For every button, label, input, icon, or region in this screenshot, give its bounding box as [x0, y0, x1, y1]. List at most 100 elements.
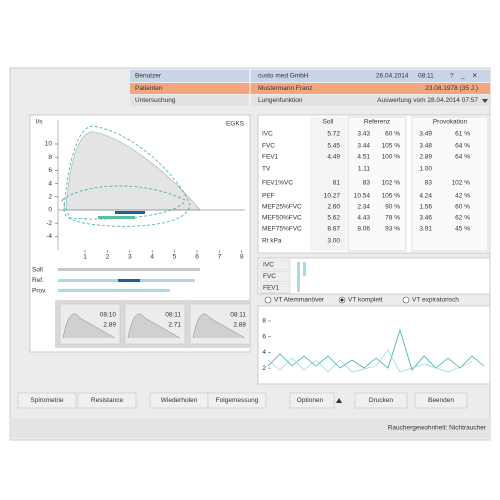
cell-soll: 5.62	[327, 215, 340, 222]
button[interactable]	[289, 392, 335, 409]
cell-ref: 3.43	[357, 131, 370, 138]
cell-prov-pct: 61 %	[455, 131, 470, 138]
y-tick-label: 4	[262, 349, 266, 356]
exam-row	[130, 95, 490, 106]
user-row	[130, 70, 490, 82]
param-name: MEF25%FVC	[262, 204, 302, 211]
ref-bar-seg	[118, 279, 140, 282]
button-label[interactable]: Spirometrie	[30, 397, 64, 404]
cell-soll: 5.45	[327, 143, 340, 150]
cell-prov-pct: 42 %	[455, 193, 470, 200]
row-label: Benutzer	[135, 73, 162, 80]
radio[interactable]	[264, 296, 272, 304]
vc-label: FEV1	[263, 285, 280, 292]
trial-time: 08:10	[100, 312, 117, 319]
row-label: Patienten	[135, 85, 163, 92]
trial-value: 2.88	[233, 322, 246, 329]
dropdown-arrow[interactable]	[482, 99, 488, 103]
window-control[interactable]: ?	[450, 73, 454, 80]
patient-row	[130, 83, 490, 94]
button[interactable]	[207, 392, 267, 409]
vt-curve-2	[267, 349, 473, 373]
cell-prov-pct: 64 %	[455, 143, 470, 150]
trial-curve	[62, 313, 116, 339]
status-text: Rauchergewohnheit: Nichtraucher	[388, 425, 487, 432]
cell-prov: 4.24	[419, 193, 432, 200]
button-label[interactable]: Resistance	[91, 397, 124, 404]
ref-marker	[115, 211, 145, 214]
ref-col	[347, 116, 407, 252]
x-tick-label: 5	[173, 254, 177, 261]
vt-curve	[267, 328, 485, 371]
col-header: Referenz	[364, 119, 390, 126]
y-tick-label: -2	[46, 220, 52, 227]
trial-time: 08:11	[165, 312, 181, 319]
cell-soll: 3.00	[327, 238, 340, 245]
x-tick-label: 4	[150, 254, 154, 261]
vt-panel	[257, 305, 491, 385]
vc-panel	[257, 257, 491, 295]
cell-soll: 4.49	[327, 154, 340, 161]
button[interactable]	[77, 392, 137, 409]
cell-soll: 8.67	[327, 226, 340, 233]
param-name: FEV1%VC	[262, 180, 293, 187]
y-tick-label: 6	[262, 333, 266, 340]
radio-label[interactable]: VT Atemmanöver	[274, 297, 325, 304]
cell-ref-pct: 78 %	[385, 215, 400, 222]
cell-ref: 3.44	[357, 143, 370, 150]
col-header: Soll	[323, 119, 334, 126]
window-control[interactable]: _	[460, 73, 465, 80]
button[interactable]	[354, 392, 408, 409]
vc-label-box	[259, 271, 291, 282]
button-label[interactable]: Optionen	[297, 397, 324, 404]
row-value: Mustermann Franz	[258, 85, 313, 92]
vc-label-box	[259, 282, 291, 294]
cell-prov-pct: 62 %	[455, 215, 470, 222]
button[interactable]	[17, 392, 77, 409]
cell-ref-pct: 60 %	[385, 131, 400, 138]
y-tick-label: 8	[48, 154, 52, 161]
x-tick-label: 1	[83, 254, 87, 261]
trial-time: 08:11	[230, 312, 246, 319]
param-name: MEF50%FVC	[262, 215, 302, 222]
status-bar	[10, 418, 490, 438]
cell-ref: 8.06	[357, 226, 370, 233]
options-arrow[interactable]	[336, 398, 342, 403]
window-control[interactable]: ✕	[472, 73, 477, 80]
legend-label: Ref.	[32, 277, 44, 284]
y-tick-label: 10	[45, 141, 53, 148]
col-header: Provokation	[433, 119, 468, 126]
cell-ref: 4.51	[357, 154, 370, 161]
radio-dot	[340, 298, 344, 302]
button[interactable]	[414, 392, 468, 409]
y-tick-label: -4	[46, 233, 52, 240]
soll-col	[310, 117, 346, 251]
row-label: Untersuchung	[135, 97, 176, 104]
cell-prov: 2.89	[419, 154, 432, 161]
x-tick-label: 6	[195, 254, 199, 261]
trial-curve	[192, 313, 246, 339]
param-name: IVC	[262, 131, 273, 138]
radio[interactable]	[402, 296, 410, 304]
cell-ref-pct: 105 %	[382, 143, 401, 150]
vc-label: IVC	[263, 262, 274, 269]
row-date: 26.04.2014	[376, 73, 409, 80]
loop-curve	[63, 125, 191, 227]
cell-prov: 83	[425, 180, 433, 187]
button-label[interactable]: Beenden	[428, 397, 454, 404]
x-tick-label: 3	[128, 254, 132, 261]
vc-label-box	[259, 259, 291, 271]
cell-prov-pct: 64 %	[455, 154, 470, 161]
button-label[interactable]: Drucken	[369, 397, 394, 404]
radio-label[interactable]: VT komplett	[348, 297, 383, 304]
button-label[interactable]: Folgemessung	[216, 397, 259, 404]
y-tick-label: 2	[262, 365, 266, 372]
radio-label[interactable]: VT expiratorisch	[412, 297, 459, 304]
row-value: custo med GmbH	[258, 73, 309, 80]
cell-ref: 1.11	[358, 166, 371, 173]
legend-label: Prov.	[32, 288, 47, 295]
button-label[interactable]: Wiederholen	[161, 397, 198, 404]
y-tick-label: 6	[48, 167, 52, 174]
